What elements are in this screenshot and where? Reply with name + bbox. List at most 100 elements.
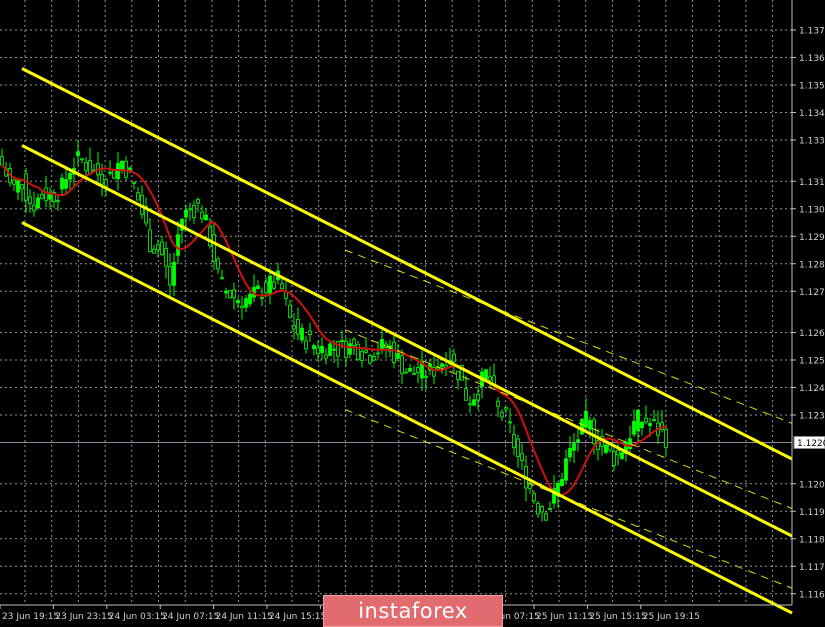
- candle-body: [404, 371, 408, 374]
- candle: [88, 147, 92, 175]
- candle-body: [304, 340, 308, 350]
- candle-body: [16, 180, 20, 193]
- candle-body: [572, 443, 576, 451]
- candle-body: [256, 285, 260, 290]
- candle-body: [208, 226, 212, 246]
- candle: [324, 348, 328, 365]
- y-tick-label: 1.1205: [799, 480, 825, 490]
- y-tick-label: 1.1230: [799, 412, 825, 422]
- candle: [660, 409, 664, 433]
- candle-body: [248, 293, 252, 305]
- candle-body: [324, 354, 328, 359]
- candle: [300, 323, 304, 344]
- candle: [568, 436, 572, 462]
- x-tick-label: 24 Jun 11:15: [216, 612, 273, 622]
- y-tick-label: 1.1240: [799, 384, 825, 394]
- candle: [124, 156, 128, 181]
- candle-body: [548, 508, 552, 510]
- candle: [644, 405, 648, 425]
- x-tick-label: 23 Jun 19:15: [2, 612, 59, 622]
- y-tick-label: 1.1285: [799, 260, 825, 270]
- candle: [240, 296, 244, 320]
- candle-body: [576, 439, 580, 442]
- candle: [0, 148, 4, 167]
- candle: [312, 343, 316, 356]
- candle: [608, 444, 612, 453]
- candle-body: [184, 209, 188, 218]
- candle-body: [308, 330, 312, 335]
- candle: [576, 427, 580, 452]
- candle: [564, 449, 568, 483]
- x-tick-label: 25 Jun 19:15: [643, 612, 700, 622]
- candle: [76, 139, 80, 166]
- candle: [504, 407, 508, 414]
- candle-body: [288, 304, 292, 318]
- candle-body: [520, 453, 524, 461]
- x-tick-label: 25 Jun 11:15: [536, 612, 593, 622]
- candle-body: [36, 197, 40, 209]
- candle-body: [460, 364, 464, 381]
- candle: [344, 337, 348, 367]
- candle-body: [512, 434, 516, 448]
- candle-body: [108, 171, 112, 174]
- candle: [164, 241, 168, 279]
- candle: [328, 342, 332, 357]
- candle-body: [44, 187, 48, 202]
- y-tick-label: 1.1175: [799, 563, 825, 573]
- candle-body: [156, 244, 160, 251]
- candle: [156, 239, 160, 258]
- candle: [308, 322, 312, 342]
- candle-body: [144, 205, 148, 224]
- candle-body: [284, 291, 288, 299]
- candle: [172, 252, 176, 297]
- candle: [540, 504, 544, 522]
- candle-body: [280, 283, 284, 290]
- candle-body: [264, 281, 268, 294]
- candle-body: [32, 204, 36, 212]
- y-tick-label: 1.1340: [799, 109, 825, 119]
- candle: [476, 386, 480, 410]
- candle-body: [56, 200, 60, 202]
- candle: [604, 442, 608, 455]
- candle-body: [584, 410, 588, 428]
- candle: [296, 307, 300, 341]
- candle: [232, 282, 236, 310]
- candle-body: [532, 493, 536, 502]
- candle: [260, 287, 264, 307]
- candle: [140, 185, 144, 219]
- candle-body: [216, 258, 220, 270]
- candle-body: [340, 340, 344, 342]
- candle-body: [228, 290, 232, 299]
- candle: [252, 274, 256, 303]
- y-tick-label: 1.1165: [799, 590, 825, 600]
- candle: [392, 335, 396, 369]
- candle-body: [364, 349, 368, 353]
- candle-body: [628, 438, 632, 450]
- candle-body: [388, 345, 392, 352]
- candle: [404, 368, 408, 374]
- candle: [152, 245, 156, 254]
- candle: [420, 350, 424, 391]
- candle: [220, 269, 224, 280]
- candle-body: [516, 438, 520, 457]
- candle: [60, 173, 64, 196]
- candle: [216, 256, 220, 274]
- candle-body: [412, 372, 416, 375]
- candle: [472, 393, 476, 407]
- candle: [512, 424, 516, 456]
- candle-body: [380, 339, 384, 350]
- candle-body: [260, 297, 264, 299]
- candle: [24, 167, 28, 214]
- candle-body: [104, 179, 108, 187]
- candle-body: [200, 211, 204, 219]
- candle-body: [168, 266, 172, 286]
- candle: [600, 428, 604, 456]
- candle: [136, 187, 140, 201]
- y-tick-label: 1.1305: [799, 205, 825, 215]
- candle-body: [604, 444, 608, 453]
- candle: [32, 191, 36, 217]
- candle-body: [564, 458, 568, 481]
- candle-body: [240, 305, 244, 309]
- candle-body: [192, 205, 196, 218]
